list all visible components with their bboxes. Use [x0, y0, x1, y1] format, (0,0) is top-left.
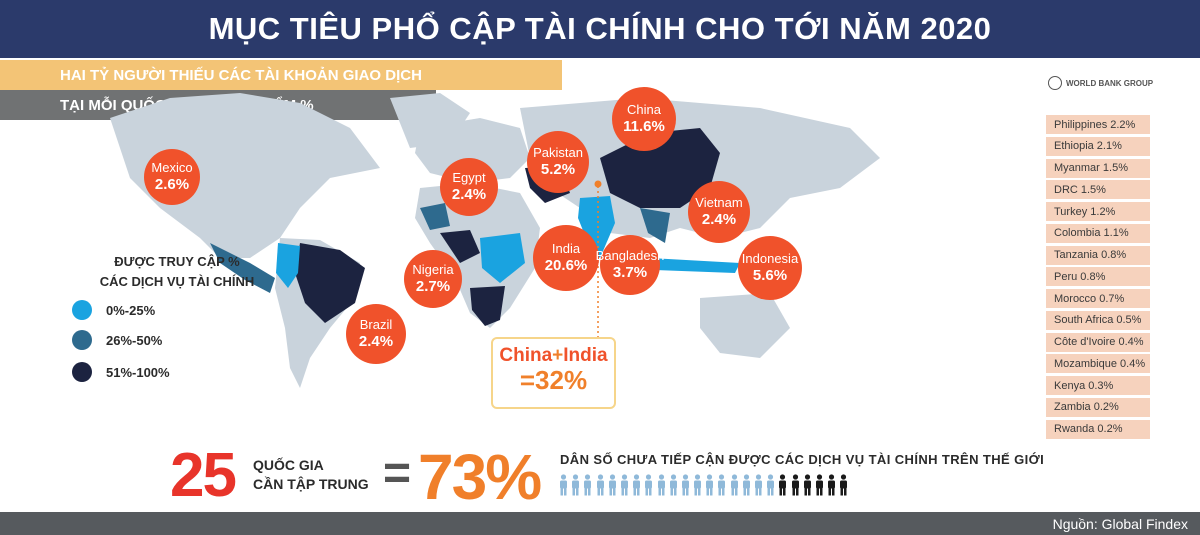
bubble-brazil: Brazil 2.4% — [346, 304, 406, 364]
map-india — [578, 196, 615, 258]
list-item: Rwanda 0.2% — [1046, 419, 1150, 439]
person-icon — [814, 474, 825, 496]
person-icon — [838, 474, 849, 496]
world-bank-logo: WORLD BANK GROUP — [1048, 76, 1153, 90]
equals-sign: = — [383, 447, 412, 500]
person-icon — [558, 474, 569, 496]
map-central-america — [210, 243, 275, 293]
country-count-label: QUỐC GIA CẦN TẬP TRUNG — [253, 457, 369, 492]
map-north-america — [110, 93, 380, 258]
list-item: South Africa 0.5% — [1046, 310, 1150, 330]
bubble-nigeria: Nigeria 2.7% — [404, 250, 462, 308]
country-count: 25 — [170, 441, 237, 510]
person-icon — [595, 474, 606, 496]
list-item: Morocco 0.7% — [1046, 289, 1150, 308]
list-item: Zambia 0.2% — [1046, 397, 1150, 417]
person-icon — [570, 474, 581, 496]
person-icon — [741, 474, 752, 496]
legend-item-mid: 26%-50% — [72, 330, 162, 350]
list-item: Myanmar 1.5% — [1046, 158, 1150, 178]
bubble-india: India 20.6% — [533, 225, 599, 291]
person-icon — [716, 474, 727, 496]
map-colombia-peru — [276, 243, 300, 288]
bubble-indonesia: Indonesia 5.6% — [738, 236, 802, 300]
unbanked-percent-label: DÂN SỐ CHƯA TIẾP CẬN ĐƯỢC CÁC DỊCH VỤ TÀ… — [560, 452, 1045, 467]
list-item: Kenya 0.3% — [1046, 376, 1150, 395]
person-icon — [777, 474, 788, 496]
world-map — [110, 93, 880, 388]
page-title: MỤC TIÊU PHỔ CẬP TÀI CHÍNH CHO TỚI NĂM 2… — [0, 0, 1200, 58]
subtitle-banner-1: HAI TỶ NGƯỜI THIẾU CÁC TÀI KHOẢN GIAO DỊ… — [0, 60, 562, 90]
list-item: DRC 1.5% — [1046, 180, 1150, 200]
person-icon — [826, 474, 837, 496]
list-item: Philippines 2.2% — [1046, 115, 1150, 134]
map-africa-south — [470, 286, 505, 326]
person-icon — [790, 474, 801, 496]
bubble-china: China 11.6% — [612, 87, 676, 151]
list-item: Peru 0.8% — [1046, 267, 1150, 287]
legend-item-low: 0%-25% — [72, 300, 155, 320]
list-item: Mozambique 0.4% — [1046, 354, 1150, 374]
person-icon — [765, 474, 776, 496]
person-icon — [582, 474, 593, 496]
bubble-mexico: Mexico 2.6% — [144, 149, 200, 205]
country-list: Philippines 2.2% Ethiopia 2.1% Myanmar 1… — [1046, 115, 1150, 441]
list-item: Côte d'Ivoire 0.4% — [1046, 332, 1150, 352]
person-icon — [729, 474, 740, 496]
person-icon — [631, 474, 642, 496]
map-australia — [700, 293, 790, 358]
bubble-bangladesh: Bangladesh 3.7% — [596, 235, 664, 295]
bubble-vietnam: Vietnam 2.4% — [688, 181, 750, 243]
map-indonesia — [650, 258, 740, 273]
legend-swatch-low — [72, 300, 92, 320]
person-icon — [668, 474, 679, 496]
map-africa-mid — [480, 233, 525, 283]
china-india-callout: China+India =32% — [491, 337, 616, 409]
person-icon — [753, 474, 764, 496]
person-icon — [656, 474, 667, 496]
map-brazil — [295, 243, 365, 323]
footer-bar — [0, 512, 1200, 535]
person-icon — [692, 474, 703, 496]
list-item: Turkey 1.2% — [1046, 202, 1150, 221]
globe-icon — [1048, 76, 1062, 90]
unbanked-percent: 73% — [418, 441, 542, 513]
person-icon — [802, 474, 813, 496]
list-item: Ethiopia 2.1% — [1046, 136, 1150, 156]
map-africa-mid2 — [420, 203, 450, 230]
source-credit: Nguồn: Global Findex — [1052, 515, 1188, 532]
person-icon — [680, 474, 691, 496]
person-icon — [607, 474, 618, 496]
legend-swatch-high — [72, 362, 92, 382]
map-africa-dark — [440, 230, 480, 263]
map-europe — [415, 118, 530, 183]
legend-swatch-mid — [72, 330, 92, 350]
person-icon — [704, 474, 715, 496]
legend-title: ĐƯỢC TRUY CẬP % CÁC DỊCH VỤ TÀI CHÍNH — [99, 254, 255, 289]
bubble-egypt: Egypt 2.4% — [440, 158, 498, 216]
list-item: Colombia 1.1% — [1046, 223, 1150, 243]
people-pictogram — [558, 474, 851, 496]
bubble-pakistan: Pakistan 5.2% — [527, 131, 589, 193]
legend-item-high: 51%-100% — [72, 362, 170, 382]
map-southeast-asia — [640, 208, 670, 243]
list-item: Tanzania 0.8% — [1046, 245, 1150, 265]
person-icon — [619, 474, 630, 496]
person-icon — [643, 474, 654, 496]
